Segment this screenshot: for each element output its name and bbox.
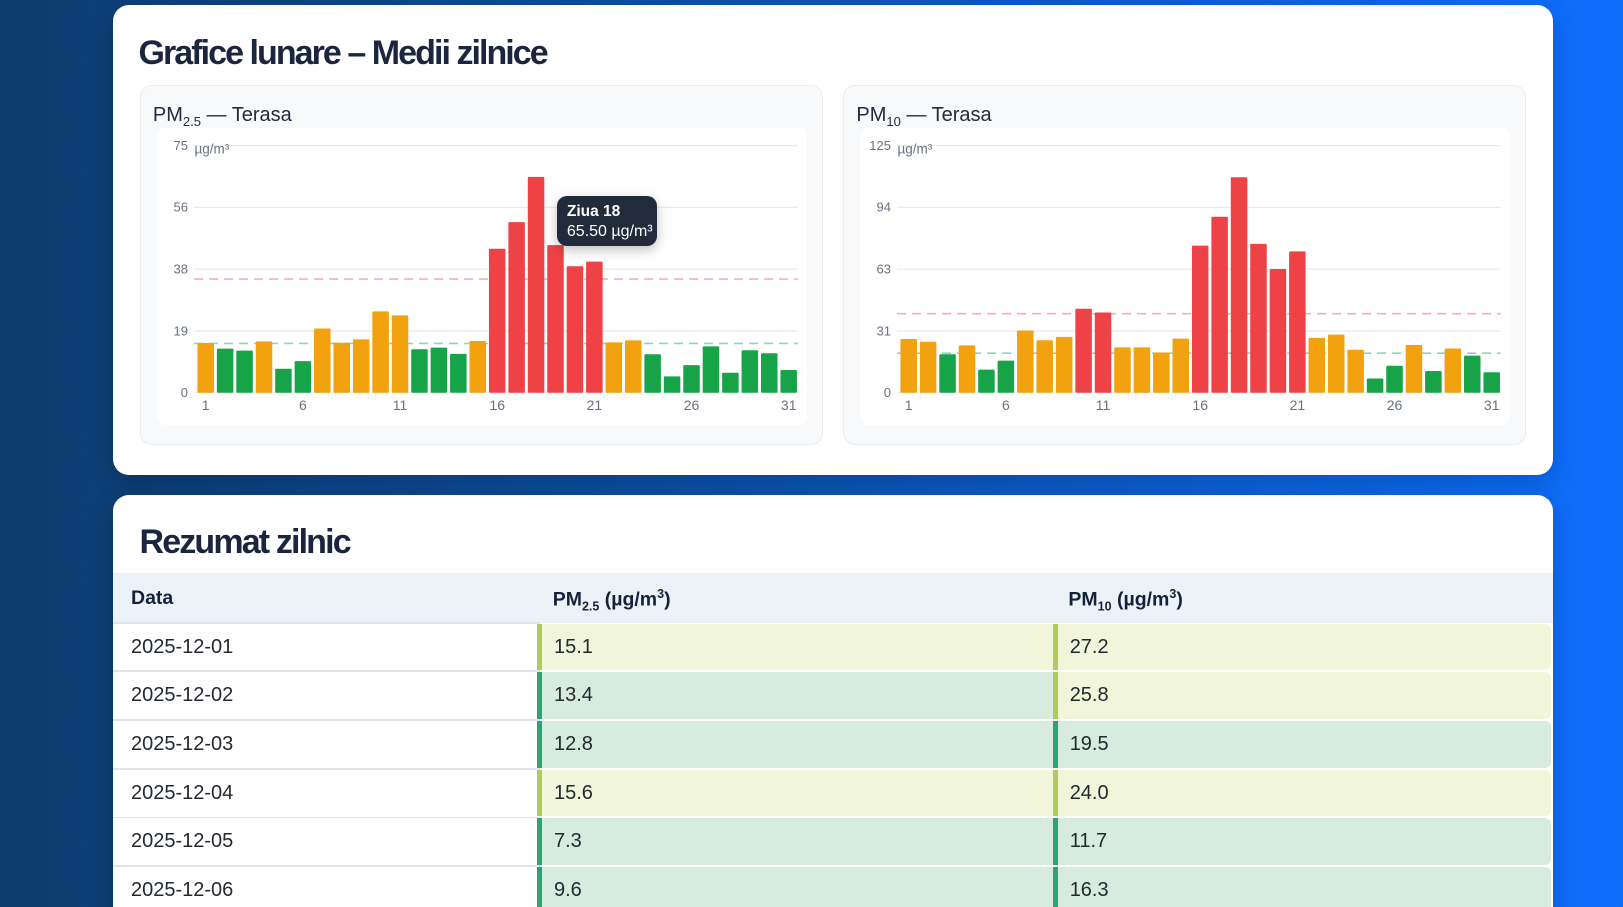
svg-text:26: 26 bbox=[1387, 397, 1403, 413]
svg-text:µg/m³: µg/m³ bbox=[194, 142, 229, 157]
svg-text:63: 63 bbox=[877, 262, 891, 277]
svg-text:µg/m³: µg/m³ bbox=[898, 142, 933, 157]
svg-text:38: 38 bbox=[173, 262, 187, 277]
svg-text:6: 6 bbox=[1002, 397, 1010, 413]
svg-text:21: 21 bbox=[587, 397, 603, 413]
svg-text:31: 31 bbox=[1484, 397, 1500, 413]
svg-text:19: 19 bbox=[173, 324, 187, 339]
svg-text:31: 31 bbox=[781, 397, 797, 413]
svg-text:11: 11 bbox=[1096, 397, 1111, 413]
svg-text:31: 31 bbox=[877, 324, 891, 339]
svg-text:0: 0 bbox=[181, 386, 188, 401]
svg-text:16: 16 bbox=[489, 397, 505, 413]
svg-text:11: 11 bbox=[393, 397, 408, 413]
svg-text:16: 16 bbox=[1193, 397, 1209, 413]
svg-text:1: 1 bbox=[905, 397, 913, 413]
svg-text:125: 125 bbox=[870, 138, 892, 153]
svg-text:21: 21 bbox=[1290, 397, 1306, 413]
svg-text:26: 26 bbox=[684, 397, 700, 413]
svg-text:1: 1 bbox=[202, 397, 210, 413]
svg-text:6: 6 bbox=[299, 397, 307, 413]
svg-text:94: 94 bbox=[877, 200, 891, 215]
svg-text:0: 0 bbox=[884, 386, 891, 401]
svg-text:56: 56 bbox=[173, 200, 187, 215]
svg-text:75: 75 bbox=[173, 138, 187, 153]
